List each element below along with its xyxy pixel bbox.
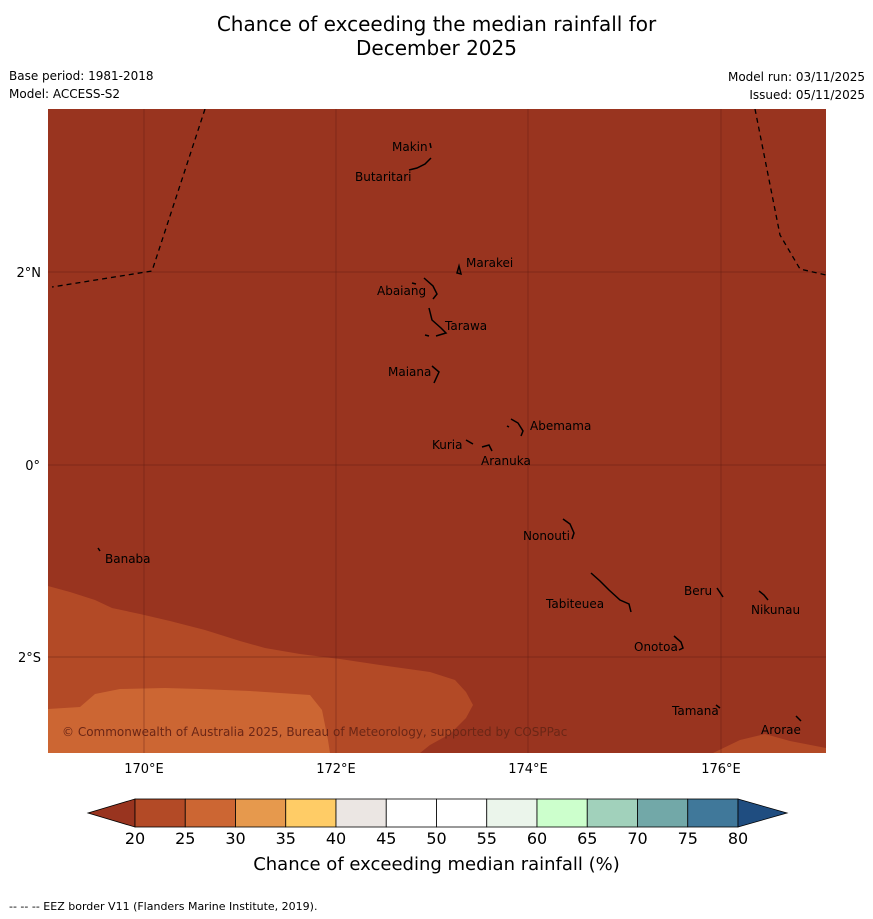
graticule bbox=[48, 109, 826, 753]
rainfall-region-25-30 bbox=[48, 688, 330, 753]
island-beru bbox=[716, 587, 724, 598]
place-label: Banaba bbox=[105, 552, 151, 566]
colorbar-tick-label: 45 bbox=[376, 829, 396, 848]
copyright-notice: © Commonwealth of Australia 2025, Bureau… bbox=[62, 725, 567, 739]
island-marakei bbox=[456, 263, 463, 276]
place-label: Beru bbox=[684, 584, 712, 598]
island-abaiang-islet bbox=[411, 282, 417, 285]
base-period: Base period: 1981-2018 bbox=[9, 69, 154, 83]
place-label: Abaiang bbox=[377, 284, 426, 298]
colorbar-tick-label: 20 bbox=[125, 829, 145, 848]
island-aranuka bbox=[481, 444, 493, 452]
colorbar-bin bbox=[687, 798, 739, 828]
map-title: Chance of exceeding the median rainfall … bbox=[0, 12, 873, 60]
island-onotoa bbox=[673, 635, 684, 651]
place-label: Makin bbox=[392, 140, 428, 154]
place-labels: Makin Butaritari Marakei Abaiang Tarawa … bbox=[105, 140, 801, 737]
colorbar-tick-label: 30 bbox=[225, 829, 245, 848]
colorbar-tick-label: 35 bbox=[276, 829, 296, 848]
colorbar-tick-label: 70 bbox=[627, 829, 647, 848]
island-abemama bbox=[510, 418, 524, 437]
colorbar-bin bbox=[285, 798, 337, 828]
colorbar-under-arrow bbox=[86, 798, 136, 828]
colorbar-over-arrow bbox=[737, 798, 789, 828]
island-kuria bbox=[465, 439, 474, 445]
island-maiana bbox=[431, 365, 440, 384]
colorbar-title: Chance of exceeding median rainfall (%) bbox=[253, 854, 620, 875]
colorbar-tick-label: 40 bbox=[326, 829, 346, 848]
colorbar-bin bbox=[184, 798, 236, 828]
island-banaba bbox=[97, 547, 101, 552]
island-abemama-islet bbox=[506, 425, 510, 428]
lon-tick-label: 172°E bbox=[316, 762, 356, 777]
eez-footnote: -- -- -- EEZ border V11 (Flanders Marine… bbox=[9, 900, 318, 913]
island-butaritari bbox=[408, 157, 432, 171]
island-makin bbox=[429, 142, 432, 149]
colorbar-bin bbox=[637, 798, 689, 828]
colorbar-bin bbox=[134, 798, 186, 828]
place-label: Tarawa bbox=[444, 319, 487, 333]
place-label: Onotoa bbox=[634, 640, 678, 654]
place-label: Nikunau bbox=[751, 603, 800, 617]
colorbar-bin bbox=[436, 798, 488, 828]
island-arorae bbox=[795, 715, 802, 722]
place-label: Tabiteuea bbox=[545, 597, 604, 611]
map-area: Makin Butaritari Marakei Abaiang Tarawa … bbox=[48, 109, 826, 753]
island-tamana bbox=[715, 704, 721, 709]
place-label: Abemama bbox=[530, 419, 591, 433]
colorbar-tick-label: 25 bbox=[175, 829, 195, 848]
title-line-2: December 2025 bbox=[356, 36, 517, 60]
lat-tick-label: 0° bbox=[25, 459, 40, 474]
model-name: Model: ACCESS-S2 bbox=[9, 87, 121, 101]
lat-tick-label: 2°N bbox=[17, 266, 42, 281]
colorbar-bin bbox=[536, 798, 588, 828]
meta-left: Base period: 1981-2018 Model: ACCESS-S2 bbox=[9, 69, 154, 101]
title-line-1: Chance of exceeding the median rainfall … bbox=[216, 12, 657, 36]
place-label: Marakei bbox=[466, 256, 513, 270]
colorbar-tick-label: 65 bbox=[577, 829, 597, 848]
place-label: Butaritari bbox=[355, 170, 412, 184]
place-label: Maiana bbox=[388, 365, 431, 379]
meta-right: Model run: 03/11/2025 Issued: 05/11/2025 bbox=[728, 70, 865, 102]
lat-tick-label: 2°S bbox=[18, 651, 41, 666]
rainfall-region-20-25-southeast bbox=[713, 734, 826, 753]
model-run: Model run: 03/11/2025 bbox=[727, 70, 865, 84]
colorbar-tick-label: 55 bbox=[477, 829, 497, 848]
island-nonouti bbox=[562, 518, 575, 540]
island-tabiteuea bbox=[590, 572, 632, 613]
colorbar-bin bbox=[385, 798, 437, 828]
colorbar-tick-label: 80 bbox=[728, 829, 748, 848]
eez-border bbox=[51, 109, 826, 288]
longitude-ticks: 170°E 172°E 174°E 176°E bbox=[124, 762, 741, 777]
place-label: Tamana bbox=[671, 704, 719, 718]
island-tarawa-islet bbox=[424, 334, 430, 337]
colorbar-tick-label: 75 bbox=[678, 829, 698, 848]
colorbar-bin bbox=[586, 798, 638, 828]
colorbar-tick-label: 50 bbox=[426, 829, 446, 848]
colorbar: 20 25 30 35 40 45 50 55 60 65 70 75 80 bbox=[86, 798, 789, 848]
place-label: Kuria bbox=[432, 438, 463, 452]
lon-tick-label: 174°E bbox=[508, 762, 548, 777]
island-tarawa bbox=[428, 307, 448, 337]
island-outlines bbox=[97, 142, 802, 722]
place-label: Nonouti bbox=[523, 529, 570, 543]
place-label: Arorae bbox=[761, 723, 801, 737]
lon-tick-label: 176°E bbox=[701, 762, 741, 777]
lon-tick-label: 170°E bbox=[124, 762, 164, 777]
colorbar-bin bbox=[235, 798, 287, 828]
colorbar-tick-label: 60 bbox=[527, 829, 547, 848]
latitude-ticks: 2°N 0° 2°S bbox=[17, 266, 42, 666]
issued-date: Issued: 05/11/2025 bbox=[749, 88, 865, 102]
colorbar-bin bbox=[335, 798, 387, 828]
place-label: Aranuka bbox=[481, 454, 531, 468]
colorbar-bin bbox=[486, 798, 538, 828]
island-abaiang bbox=[423, 277, 438, 300]
island-nikunau bbox=[758, 590, 769, 601]
